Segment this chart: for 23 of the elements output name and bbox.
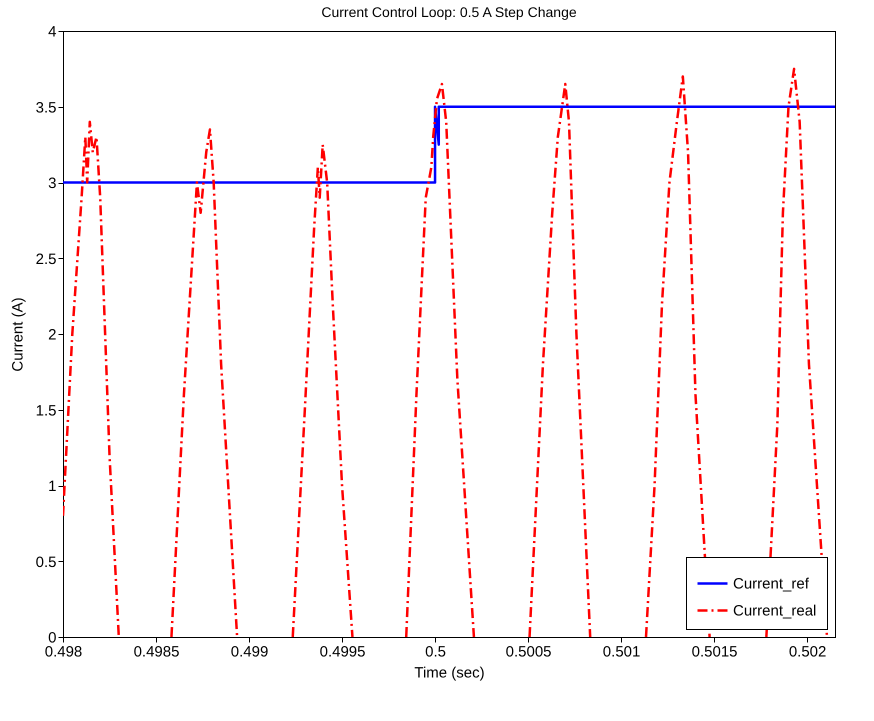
x-tick-label: 0.5005 [506,644,552,660]
legend-label: Current_real [733,602,816,620]
x-tick-label: 0.499 [230,644,268,660]
y-tick-label: 1.5 [36,402,56,420]
x-tick-label: 0.4995 [320,644,366,660]
y-tick-label: 1 [48,478,56,495]
y-tick-label: 3.5 [36,99,56,116]
chart-title: Current Control Loop: 0.5 A Step Change [321,4,577,20]
y-tick-label: 2 [48,326,56,344]
x-tick-label: 0.501 [602,644,640,660]
y-tick-label: 0.5 [36,554,56,571]
y-axis-title: Current (A) [10,297,27,372]
x-tick-label: 0.498 [44,644,82,660]
y-tick-label: 2.5 [36,250,56,268]
x-tick-label: 0.5015 [692,644,738,660]
x-tick-label: 0.502 [788,644,826,660]
x-axis-title: Time (sec) [414,664,485,682]
x-tick-label: 0.4985 [134,644,180,660]
legend-label: Current_ref [733,576,810,592]
y-tick-label: 4 [48,24,56,40]
y-tick-label: 3 [48,175,56,192]
y-tick-label: 0 [48,630,56,646]
x-tick-label: 0.5 [425,644,446,660]
